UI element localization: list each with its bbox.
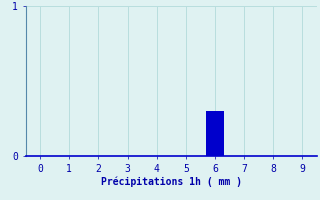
X-axis label: Précipitations 1h ( mm ): Précipitations 1h ( mm ) — [101, 176, 242, 187]
Bar — [206, 111, 224, 156]
